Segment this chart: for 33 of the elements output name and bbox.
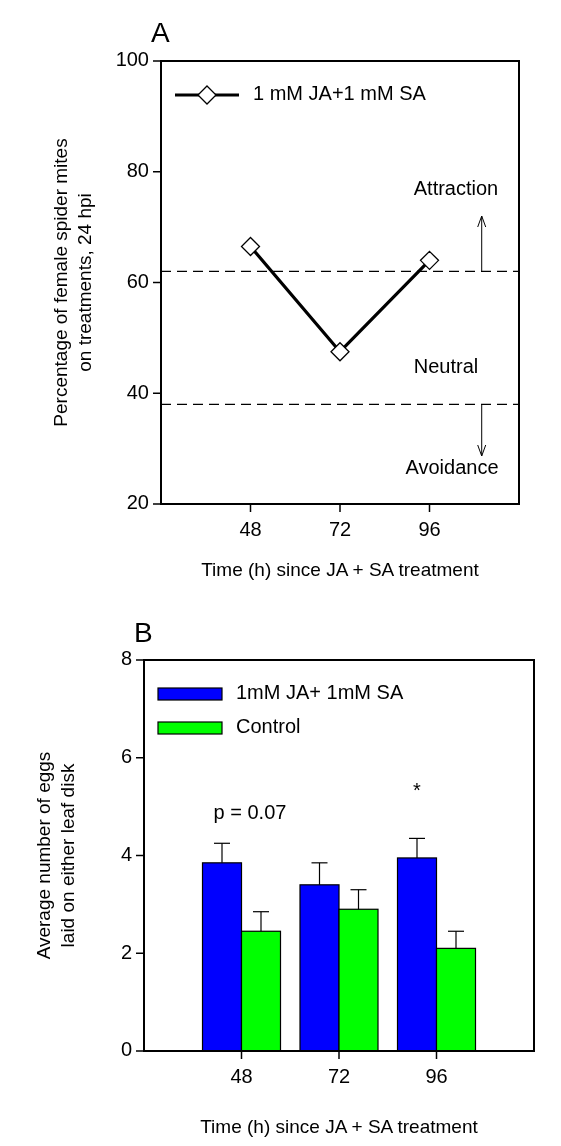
y-tick-label: 40 bbox=[126, 380, 149, 403]
annotation: p = 0.07 bbox=[213, 801, 287, 824]
y-tick-label: 20 bbox=[126, 491, 149, 514]
legend-label: 1mM JA+ 1mM SA bbox=[236, 681, 404, 704]
x-tick-label: 48 bbox=[230, 1065, 253, 1087]
x-axis-title: Time (h) since JA + SA treatment bbox=[201, 559, 480, 580]
y-tick-label: 60 bbox=[126, 269, 149, 292]
x-tick-label: 96 bbox=[418, 518, 441, 540]
legend-label: 1 mM JA+1 mM SA bbox=[253, 82, 427, 105]
x-tick-label: 72 bbox=[328, 518, 352, 540]
y-tick-label: 2 bbox=[120, 940, 132, 963]
chart-title: B bbox=[134, 617, 153, 648]
point bbox=[240, 236, 261, 257]
y-axis-title: Percentage of female spider mites on treatments, 24 hpi bbox=[50, 138, 95, 427]
y-tick-label: 8 bbox=[120, 647, 132, 670]
chart-title: A bbox=[151, 17, 170, 48]
y-tick-label: 0 bbox=[120, 1038, 132, 1061]
annotation: Neutral bbox=[413, 355, 479, 378]
x-tick-label: 72 bbox=[327, 1065, 351, 1087]
point bbox=[419, 250, 440, 270]
y-axis-title: Average number of eggs laid on either leaf disk bbox=[33, 751, 78, 960]
y-tick-label: 80 bbox=[126, 159, 149, 182]
x-tick-label: 48 bbox=[239, 518, 262, 540]
y-tick-label: 100 bbox=[115, 48, 149, 71]
point bbox=[330, 342, 350, 362]
annotation: Attraction bbox=[413, 177, 499, 200]
legend-label: Control bbox=[236, 715, 301, 738]
x-axis-title: Time (h) since JA + SA treatment bbox=[200, 1116, 479, 1137]
y-tick-label: 4 bbox=[120, 842, 132, 865]
y-tick-label: 6 bbox=[120, 745, 132, 768]
annotation: * bbox=[413, 779, 422, 802]
annotation: Avoidance bbox=[405, 456, 499, 479]
x-tick-label: 96 bbox=[425, 1065, 448, 1087]
